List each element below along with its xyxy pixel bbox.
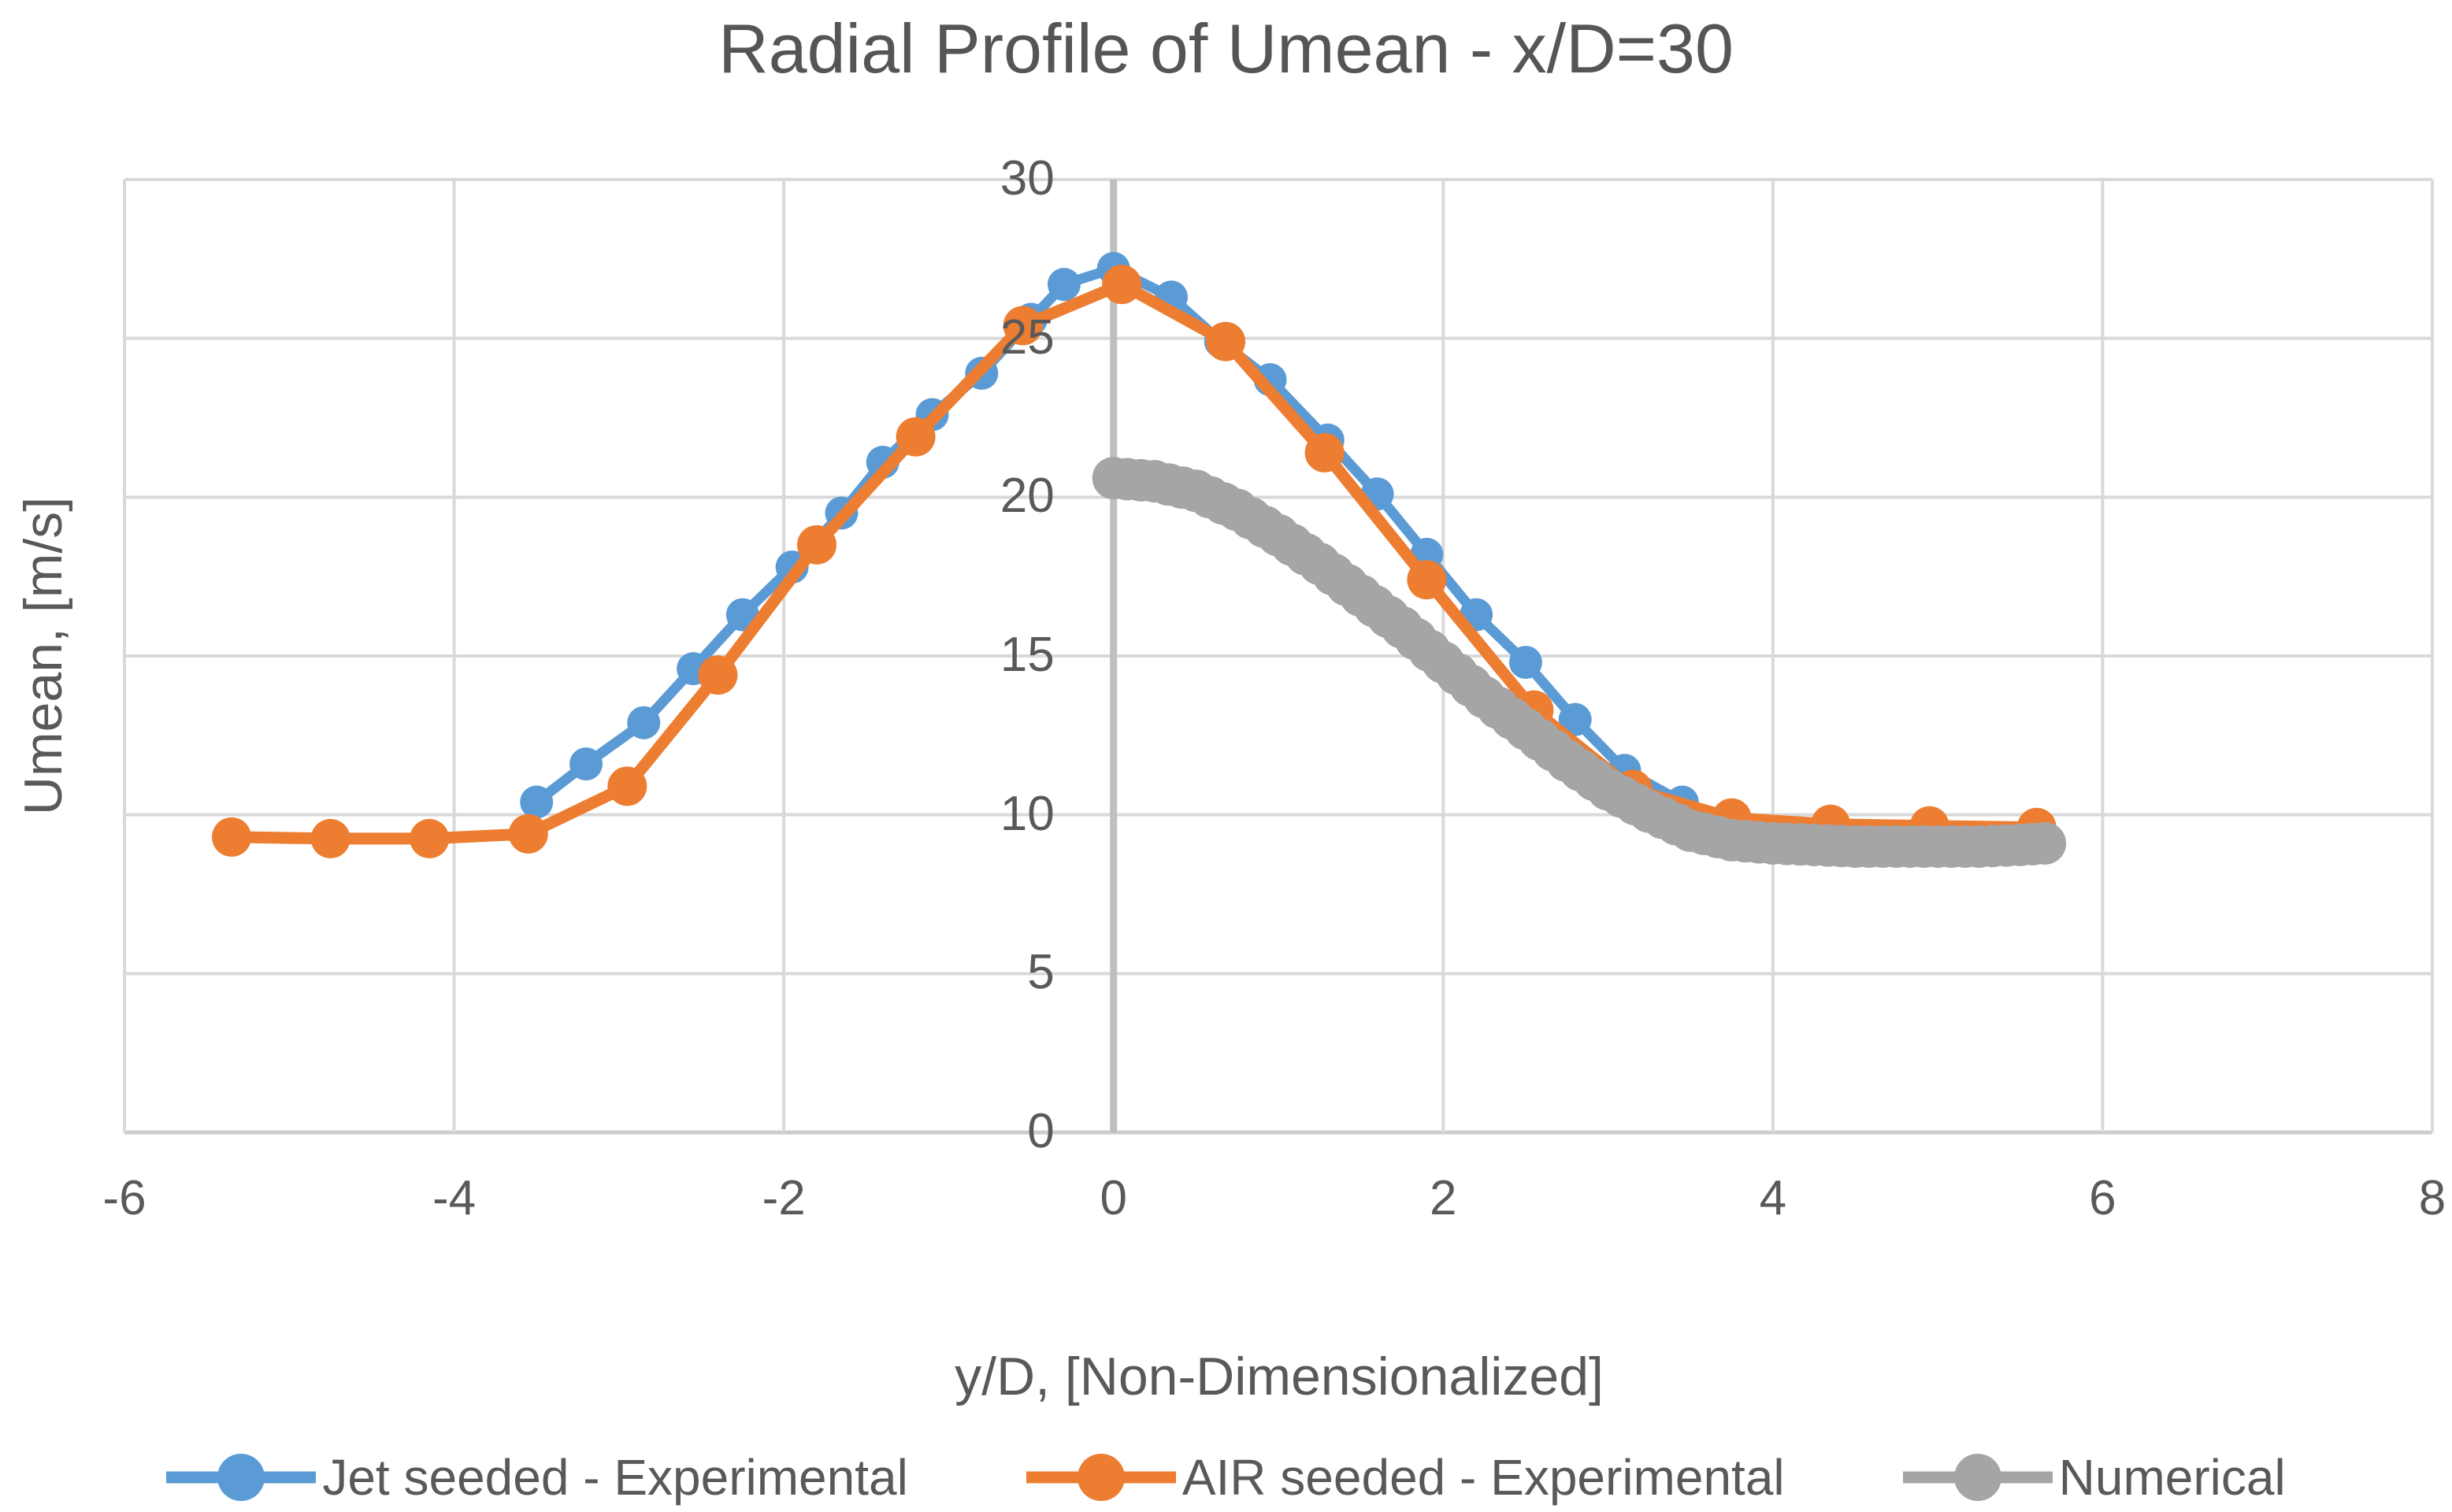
data-point-marker: [698, 655, 738, 695]
y-tick-label: 15: [1000, 628, 1055, 682]
data-point-marker: [310, 818, 351, 858]
data-point-marker: [212, 817, 252, 857]
series-numerical: [1092, 457, 2067, 868]
data-point-marker: [896, 417, 936, 457]
data-point-marker: [797, 524, 836, 565]
data-point-marker: [1407, 560, 1447, 600]
data-point-marker: [569, 747, 603, 781]
y-tick-label: 10: [1000, 786, 1055, 841]
data-point-marker: [520, 785, 554, 819]
data-point-marker: [1206, 321, 1246, 361]
y-tick-label: 20: [1000, 469, 1055, 524]
data-point-marker: [1558, 702, 1592, 736]
series-line: [225, 278, 2043, 845]
legend-label: Numerical: [2058, 1449, 2286, 1506]
gridlines: [123, 178, 2434, 1135]
y-tick-label: 25: [1000, 309, 1055, 365]
x-tick-label: 6: [2089, 1171, 2116, 1225]
x-tick-label: -6: [102, 1171, 147, 1225]
series-air-seeded-experimental: [212, 265, 2057, 858]
chart-title: Radial Profile of Umean - x/D=30: [718, 9, 1734, 87]
data-point-marker: [627, 706, 661, 739]
data-point-marker: [1304, 432, 1345, 472]
legend-item-air-seeded: AIR seeded - Experimental: [1026, 1447, 1785, 1507]
legend-label: Jet seeded - Experimental: [322, 1449, 908, 1506]
y-axis-title: Umean, [m/s]: [13, 496, 73, 816]
x-tick-label: 2: [1430, 1171, 1457, 1225]
y-tick-label: 5: [1027, 945, 1055, 1000]
x-axis-title: y/D, [Non-Dimensionalized]: [955, 1347, 1604, 1406]
data-point-marker: [410, 818, 450, 858]
data-point-marker: [508, 813, 548, 854]
x-tick-label: 0: [1100, 1171, 1127, 1225]
y-tick-label: 0: [1027, 1104, 1055, 1158]
data-point-marker: [1003, 306, 1043, 346]
legend: Jet seeded - Experimental AIR seeded - E…: [0, 1447, 2452, 1507]
x-tick-label: 4: [1759, 1171, 1787, 1225]
line-marker-icon: [1902, 1454, 2053, 1501]
series-layer: [212, 251, 2067, 868]
data-point-marker: [607, 766, 647, 806]
y-tick-label: 30: [1000, 151, 1055, 206]
legend-label: AIR seeded - Experimental: [1181, 1449, 1785, 1506]
x-tick-label: 8: [2418, 1171, 2446, 1225]
line-marker-icon: [1026, 1454, 1176, 1501]
legend-item-jet-seeded: Jet seeded - Experimental: [166, 1447, 908, 1507]
x-tick-label: -4: [432, 1171, 477, 1225]
data-point-marker: [2024, 821, 2067, 865]
data-point-marker: [1102, 265, 1142, 305]
line-marker-icon: [166, 1454, 317, 1501]
data-point-marker: [1047, 268, 1081, 302]
legend-item-numerical: Numerical: [1902, 1447, 2286, 1507]
data-point-marker: [1508, 646, 1542, 680]
x-tick-label: -2: [762, 1171, 806, 1225]
